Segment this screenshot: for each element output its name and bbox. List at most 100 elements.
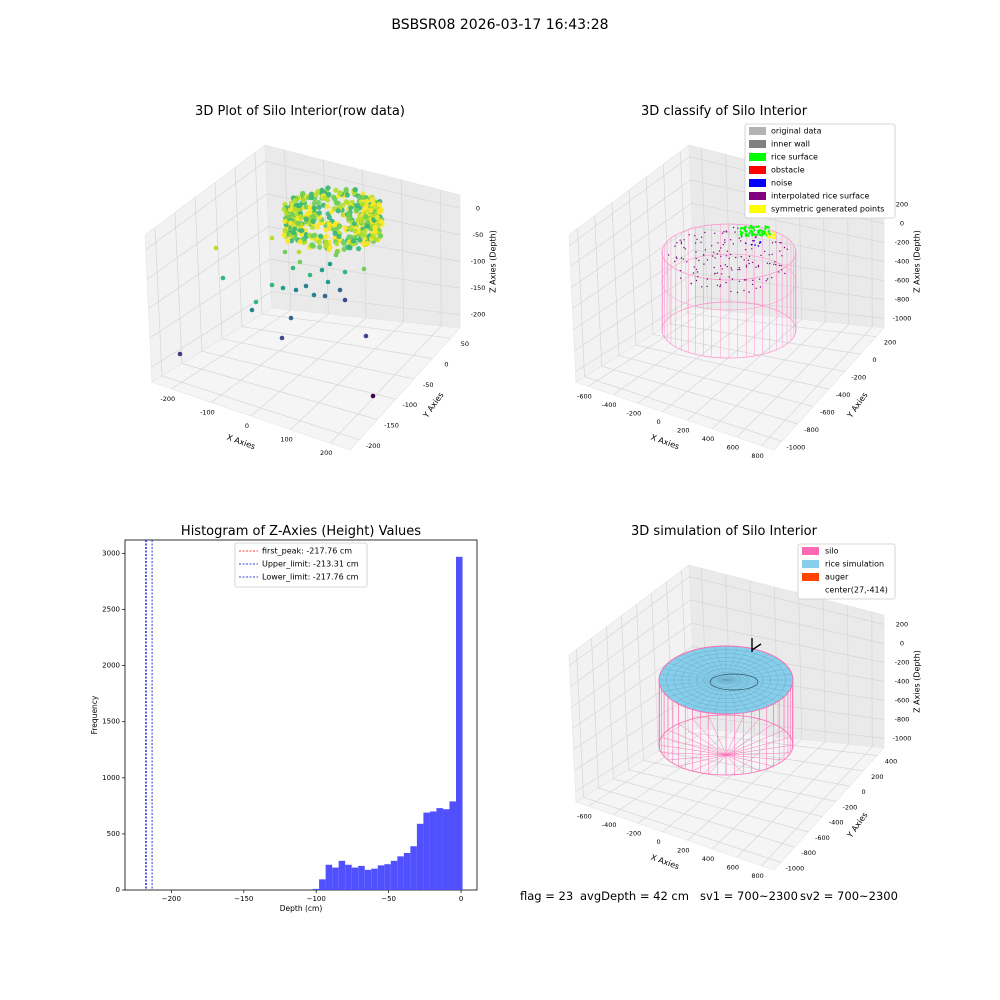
interpolated-point: [675, 256, 678, 258]
interpolated-point: [728, 276, 730, 278]
interpolated-point: [720, 265, 722, 267]
grid-z: [573, 249, 885, 330]
data-point: [331, 194, 337, 200]
data-point: [269, 282, 275, 288]
data-point: [378, 218, 384, 224]
footer-sv1: sv1 = 700~2300: [700, 889, 798, 903]
legend-label: noise: [771, 179, 792, 188]
legend-label: silo: [825, 547, 839, 556]
data-point: [357, 195, 363, 201]
x-tick-label: −100: [307, 895, 326, 903]
silo-floor-spoke: [725, 754, 760, 772]
interpolated-point: [714, 272, 716, 275]
z-tick-label: -800: [895, 716, 910, 724]
rice-surface-mesh: [725, 679, 750, 713]
data-point: [310, 214, 316, 220]
grid-y: [635, 344, 830, 390]
interpolated-point: [775, 264, 777, 266]
data-point: [285, 238, 291, 244]
interpolated-point: [693, 266, 695, 268]
histogram-bar: [371, 868, 378, 890]
interpolated-point: [724, 239, 726, 241]
grid-z: [145, 160, 461, 250]
data-point: [282, 218, 288, 224]
data-point: [344, 192, 350, 198]
panel1-axes3d: -200 -100 0 100 200 50 0 -50 -100 -150 -200 0 -50 -10…: [144, 144, 498, 457]
y-tick-label: 3000: [102, 549, 120, 557]
data-point: [220, 275, 226, 281]
histogram-bar: [364, 869, 372, 890]
data-point: [368, 207, 374, 214]
legend-box: [797, 543, 896, 600]
rice-surface-mesh: [714, 679, 727, 714]
noise-point: [744, 242, 747, 244]
interpolated-point: [701, 236, 703, 238]
interpolated-point: [729, 253, 732, 256]
interpolated-point: [719, 286, 721, 288]
data-point: [371, 201, 377, 207]
y-tick-label: 0: [862, 788, 866, 796]
interpolated-point: [771, 253, 773, 256]
y-tick-label: -150: [384, 422, 399, 430]
y-axis-label: Y Axies: [421, 391, 446, 421]
z-tick-label: -100: [471, 258, 486, 266]
y-tick-label: 500: [107, 830, 120, 838]
interpolated-point: [779, 241, 781, 244]
x-tick-label: -200: [626, 829, 641, 837]
grid-y: [687, 312, 877, 338]
grid-y: [181, 363, 378, 420]
rice-surface-mesh: [725, 658, 778, 681]
interpolated-point: [752, 240, 754, 242]
z-tick-label: -150: [471, 284, 486, 292]
silo-floor-spoke: [661, 737, 727, 756]
interpolated-point: [724, 264, 726, 266]
data-point: [333, 187, 339, 193]
data-point: [322, 195, 328, 201]
x-tick-label: -600: [577, 392, 592, 400]
rice-surface-point: [748, 226, 751, 230]
data-point: [298, 214, 304, 220]
rice-surface-point: [751, 232, 754, 235]
rice-surface-point: [741, 231, 744, 235]
interpolated-point: [721, 232, 724, 234]
footer-sv2: sv2 = 700~2300: [800, 889, 898, 903]
interpolated-point: [729, 239, 732, 241]
data-point: [313, 192, 319, 198]
interpolated-point: [745, 279, 747, 281]
interpolated-point: [696, 271, 699, 273]
data-point: [359, 218, 365, 224]
interpolated-point: [726, 250, 728, 252]
grid-x: [329, 325, 442, 444]
footer-flag: flag = 23: [520, 889, 574, 903]
y-tick-label: -1000: [786, 443, 805, 451]
grid-z: [148, 226, 461, 309]
data-point: [311, 292, 317, 298]
grid-x: [662, 736, 779, 833]
grid-z: [149, 258, 461, 339]
data-point: [303, 283, 309, 289]
data-point: [323, 233, 329, 240]
data-point: [376, 201, 382, 207]
x-tick-label: −200: [162, 895, 181, 903]
interpolated-point: [680, 241, 683, 243]
y-tick-label: -800: [804, 426, 819, 434]
rice-surface-mesh: [660, 679, 727, 687]
silo-floor-spoke: [725, 754, 774, 767]
rice-surface-point: [767, 230, 770, 233]
interpolated-point: [748, 291, 750, 293]
histogram-bar: [403, 852, 411, 890]
legend-swatch: [802, 560, 819, 568]
data-point: [177, 351, 183, 357]
grid-x: [171, 309, 291, 390]
interpolated-point: [738, 267, 741, 269]
data-point: [297, 239, 303, 245]
interpolated-point: [676, 257, 678, 260]
interpolated-point: [765, 280, 767, 282]
rice-surface-point: [758, 229, 762, 232]
interpolated-point: [703, 263, 705, 265]
data-point: [352, 187, 358, 193]
legend-label: Upper_limit: -213.31 cm: [262, 560, 359, 569]
data-point: [280, 285, 286, 291]
interpolated-point: [713, 266, 715, 269]
panel4-axes3d: -600-400-20002004006008004002000-200-400…: [568, 564, 922, 880]
